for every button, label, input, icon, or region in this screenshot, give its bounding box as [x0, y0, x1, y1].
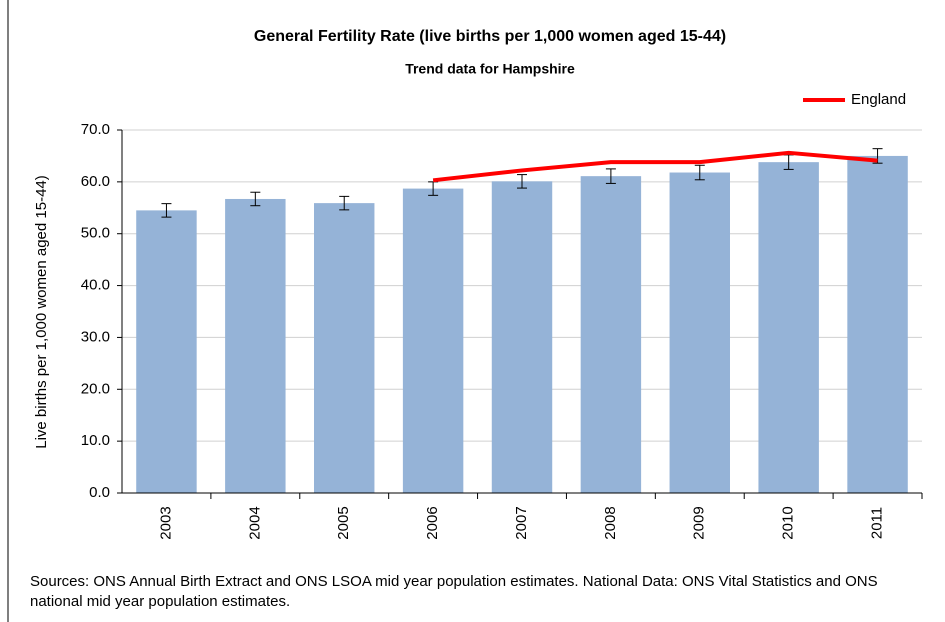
x-tick-label: 2006	[424, 506, 441, 539]
x-tick-label: 2007	[513, 506, 530, 539]
y-tick-label: 20.0	[81, 380, 110, 397]
bar	[402, 188, 464, 493]
x-tick-label: 2010	[780, 506, 797, 539]
y-tick-label: 0.0	[89, 484, 110, 501]
y-axis-label: Live births per 1,000 women aged 15-44)	[33, 175, 50, 449]
x-tick-label: 2003	[157, 506, 174, 539]
chart-subtitle: Trend data for Hampshire	[405, 61, 575, 77]
bar	[758, 162, 819, 493]
bar	[847, 155, 908, 493]
bar	[669, 172, 730, 493]
y-tick-label: 40.0	[81, 277, 110, 294]
chart-title: General Fertility Rate (live births per …	[254, 28, 726, 45]
line-series	[432, 150, 878, 183]
y-tick-label: 50.0	[81, 225, 110, 242]
source-note: Sources: ONS Annual Birth Extract and ON…	[30, 573, 878, 610]
y-tick-label: 10.0	[81, 432, 110, 449]
y-tick-label: 60.0	[81, 173, 110, 190]
x-tick-label: 2011	[869, 507, 886, 539]
x-tick-label: 2005	[335, 506, 352, 539]
y-tick-label: 30.0	[81, 328, 110, 345]
x-tick-label: 2008	[602, 506, 619, 539]
x-tick-label: 2009	[691, 506, 708, 539]
x-tick-label: 2004	[246, 506, 263, 539]
legend-label: England	[851, 91, 906, 108]
y-tick-label: 70.0	[81, 121, 110, 138]
bar	[314, 203, 375, 493]
bar	[225, 198, 286, 493]
bar	[580, 176, 642, 493]
bar	[491, 181, 553, 494]
bar	[136, 210, 197, 493]
